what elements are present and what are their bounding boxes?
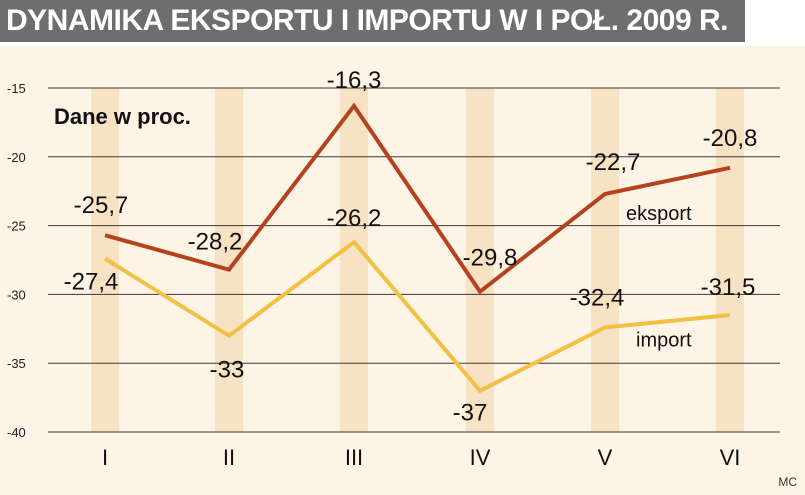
import-data-label: -27,4 xyxy=(64,269,119,296)
x-tick-label: I xyxy=(102,445,108,470)
chart-subtitle: Dane w proc. xyxy=(54,104,191,129)
series-label-import: import xyxy=(636,330,692,352)
vertical-band xyxy=(591,88,619,432)
x-tick-label: IV xyxy=(470,445,491,470)
series-label-eksport: eksport xyxy=(626,203,692,225)
vertical-band xyxy=(716,88,744,432)
eksport-line xyxy=(104,102,731,295)
vertical-band xyxy=(340,88,368,432)
title-bar: DYNAMIKA EKSPORTU I IMPORTU W I POŁ. 200… xyxy=(0,0,745,42)
import-data-label: -37 xyxy=(453,400,488,427)
eksport-data-label: -20,8 xyxy=(703,125,758,152)
vertical-band xyxy=(466,88,494,432)
x-tick-label: V xyxy=(598,445,613,470)
import-data-label: -26,2 xyxy=(327,205,382,232)
import-data-label: -33 xyxy=(210,357,245,384)
import-data-label: -32,4 xyxy=(570,284,625,311)
y-tick-label: -35 xyxy=(7,356,26,371)
eksport-data-label: -29,8 xyxy=(463,245,518,272)
y-tick-label: -25 xyxy=(7,219,26,234)
eksport-data-label: -28,2 xyxy=(188,229,243,256)
eksport-data-label: -25,7 xyxy=(74,192,129,219)
chart-title: DYNAMIKA EKSPORTU I IMPORTU W I POŁ. 200… xyxy=(6,4,728,37)
x-tick-label: III xyxy=(345,445,363,470)
y-tick-label: -15 xyxy=(7,81,26,96)
y-tick-label: -30 xyxy=(7,287,26,302)
eksport-data-label: -16,3 xyxy=(327,67,382,94)
credit-label: MC xyxy=(778,475,797,489)
x-tick-label: II xyxy=(223,445,235,470)
chart-background xyxy=(0,46,805,495)
import-line xyxy=(103,239,731,394)
x-tick-label: VI xyxy=(720,445,741,470)
chart-header: DYNAMIKA EKSPORTU I IMPORTU W I POŁ. 200… xyxy=(0,0,805,46)
y-tick-label: -40 xyxy=(7,425,26,440)
eksport-data-label: -22,7 xyxy=(586,149,641,176)
import-data-label: -31,5 xyxy=(701,274,756,301)
y-tick-label: -20 xyxy=(7,150,26,165)
